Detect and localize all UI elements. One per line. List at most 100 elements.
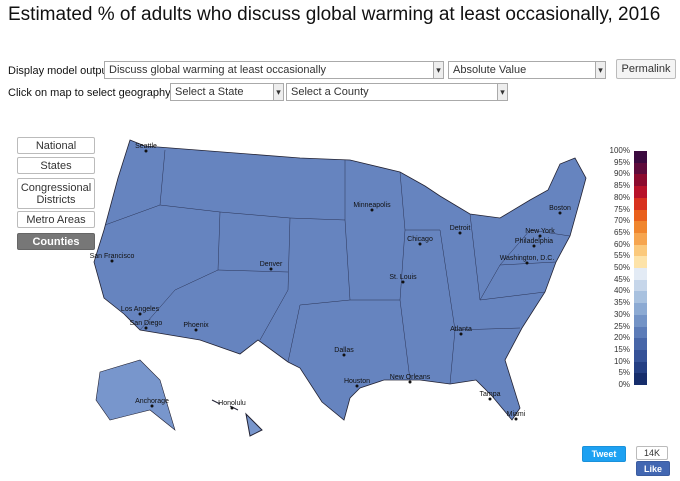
city-label: Seattle <box>135 143 157 150</box>
legend-label: 10% <box>613 356 630 366</box>
city-dot <box>459 332 463 336</box>
legend-label: 95% <box>613 157 630 167</box>
alaska[interactable] <box>95 359 176 431</box>
output-label: Display model output: <box>8 65 114 77</box>
legend-label: 20% <box>613 333 630 343</box>
legend-swatch <box>634 279 647 292</box>
city-label: Philadelphia <box>515 238 553 245</box>
city-dot <box>110 259 114 263</box>
geo-button[interactable]: National <box>17 137 95 154</box>
legend-swatch <box>634 291 647 304</box>
city-label: Phoenix <box>183 322 209 329</box>
city-label: Honolulu <box>218 400 246 407</box>
city-label: San Diego <box>130 320 163 327</box>
city-dot <box>488 397 492 401</box>
legend-label: 35% <box>613 298 630 308</box>
city-label: New York <box>525 228 555 235</box>
legend-label: 80% <box>613 192 630 202</box>
city-dot <box>408 380 412 384</box>
legend-swatch <box>634 221 647 234</box>
legend-swatch <box>634 303 647 316</box>
city-dot <box>230 406 234 410</box>
like-button[interactable]: Like <box>636 461 670 476</box>
legend-label: 70% <box>613 216 630 226</box>
city-label: Los Angeles <box>121 306 160 313</box>
city-label: Denver <box>260 261 283 268</box>
geo-button[interactable]: Congressional Districts <box>17 178 95 209</box>
legend-label: 0% <box>618 380 630 389</box>
hawaii[interactable] <box>211 399 263 437</box>
legend-label: 15% <box>613 344 630 354</box>
tweet-button[interactable]: Tweet <box>582 446 626 462</box>
city-label: Atlanta <box>450 326 472 333</box>
city-dot <box>342 353 346 357</box>
city-label: Washington, D.C. <box>500 255 555 262</box>
legend-label: 60% <box>613 239 630 249</box>
legend-swatch <box>634 338 647 351</box>
legend-swatch <box>634 244 647 257</box>
legend-swatch <box>634 232 647 245</box>
city-dot <box>514 417 518 421</box>
legend-swatch <box>634 186 647 199</box>
legend-swatch <box>634 197 647 210</box>
city-dot <box>194 328 198 332</box>
legend-label: 50% <box>613 263 630 272</box>
geo-label: Click on map to select geography, or: <box>8 87 189 99</box>
city-label: Dallas <box>334 347 354 354</box>
city-label: Houston <box>344 378 370 385</box>
legend-swatch <box>634 349 647 362</box>
title: Estimated % of adults who discuss global… <box>8 4 661 25</box>
city-label: Chicago <box>407 236 433 243</box>
output-select[interactable]: Discuss global warming at least occasion… <box>104 61 444 79</box>
like-count: 14K <box>636 446 668 460</box>
city-dot <box>138 312 142 316</box>
city-label: Boston <box>549 205 571 212</box>
legend-swatch <box>634 314 647 327</box>
permalink-button[interactable]: Permalink <box>616 59 676 79</box>
legend-label: 55% <box>613 251 630 261</box>
legend-label: 40% <box>613 286 630 296</box>
city-dot <box>150 404 154 408</box>
legend-label: 25% <box>613 321 630 331</box>
city-label: Tampa <box>479 391 500 398</box>
city-dot <box>538 234 542 238</box>
city-dot <box>458 231 462 235</box>
city-label: Detroit <box>450 225 471 232</box>
city-dot <box>269 267 273 271</box>
city-dot <box>401 280 405 284</box>
city-dot <box>532 244 536 248</box>
geo-button[interactable]: Metro Areas <box>17 211 95 228</box>
legend-swatch <box>634 174 647 187</box>
city-label: San Francisco <box>90 253 135 260</box>
city-label: Minneapolis <box>353 202 391 209</box>
legend-label: 65% <box>613 227 630 237</box>
legend-label: 75% <box>613 204 630 214</box>
city-dot <box>355 384 359 388</box>
city-dot <box>558 211 562 215</box>
legend-swatch <box>634 151 647 163</box>
legend-label: 30% <box>613 309 630 319</box>
city-dot <box>418 242 422 246</box>
city-label: New Orleans <box>390 374 431 381</box>
state-select[interactable]: Select a State <box>170 83 284 101</box>
geo-button[interactable]: States <box>17 157 95 174</box>
legend-swatch <box>634 268 647 280</box>
state-lines <box>104 149 571 385</box>
city-label: St. Louis <box>389 274 417 281</box>
city-dot <box>525 261 529 265</box>
legend-swatch <box>634 373 647 386</box>
legend-label: 90% <box>613 169 630 179</box>
legend-swatch <box>634 162 647 175</box>
county-select[interactable]: Select a County <box>286 83 508 101</box>
legend-label: 5% <box>618 368 630 378</box>
legend-swatch <box>634 209 647 222</box>
legend-label: 100% <box>609 146 630 155</box>
mode-select[interactable]: Absolute Value <box>448 61 606 79</box>
city-label: Anchorage <box>135 398 169 405</box>
city-dot <box>144 326 148 330</box>
legend-label: 85% <box>613 181 630 191</box>
city-dot <box>370 208 374 212</box>
us-outline[interactable] <box>93 139 587 421</box>
geo-button[interactable]: Counties <box>17 233 95 250</box>
